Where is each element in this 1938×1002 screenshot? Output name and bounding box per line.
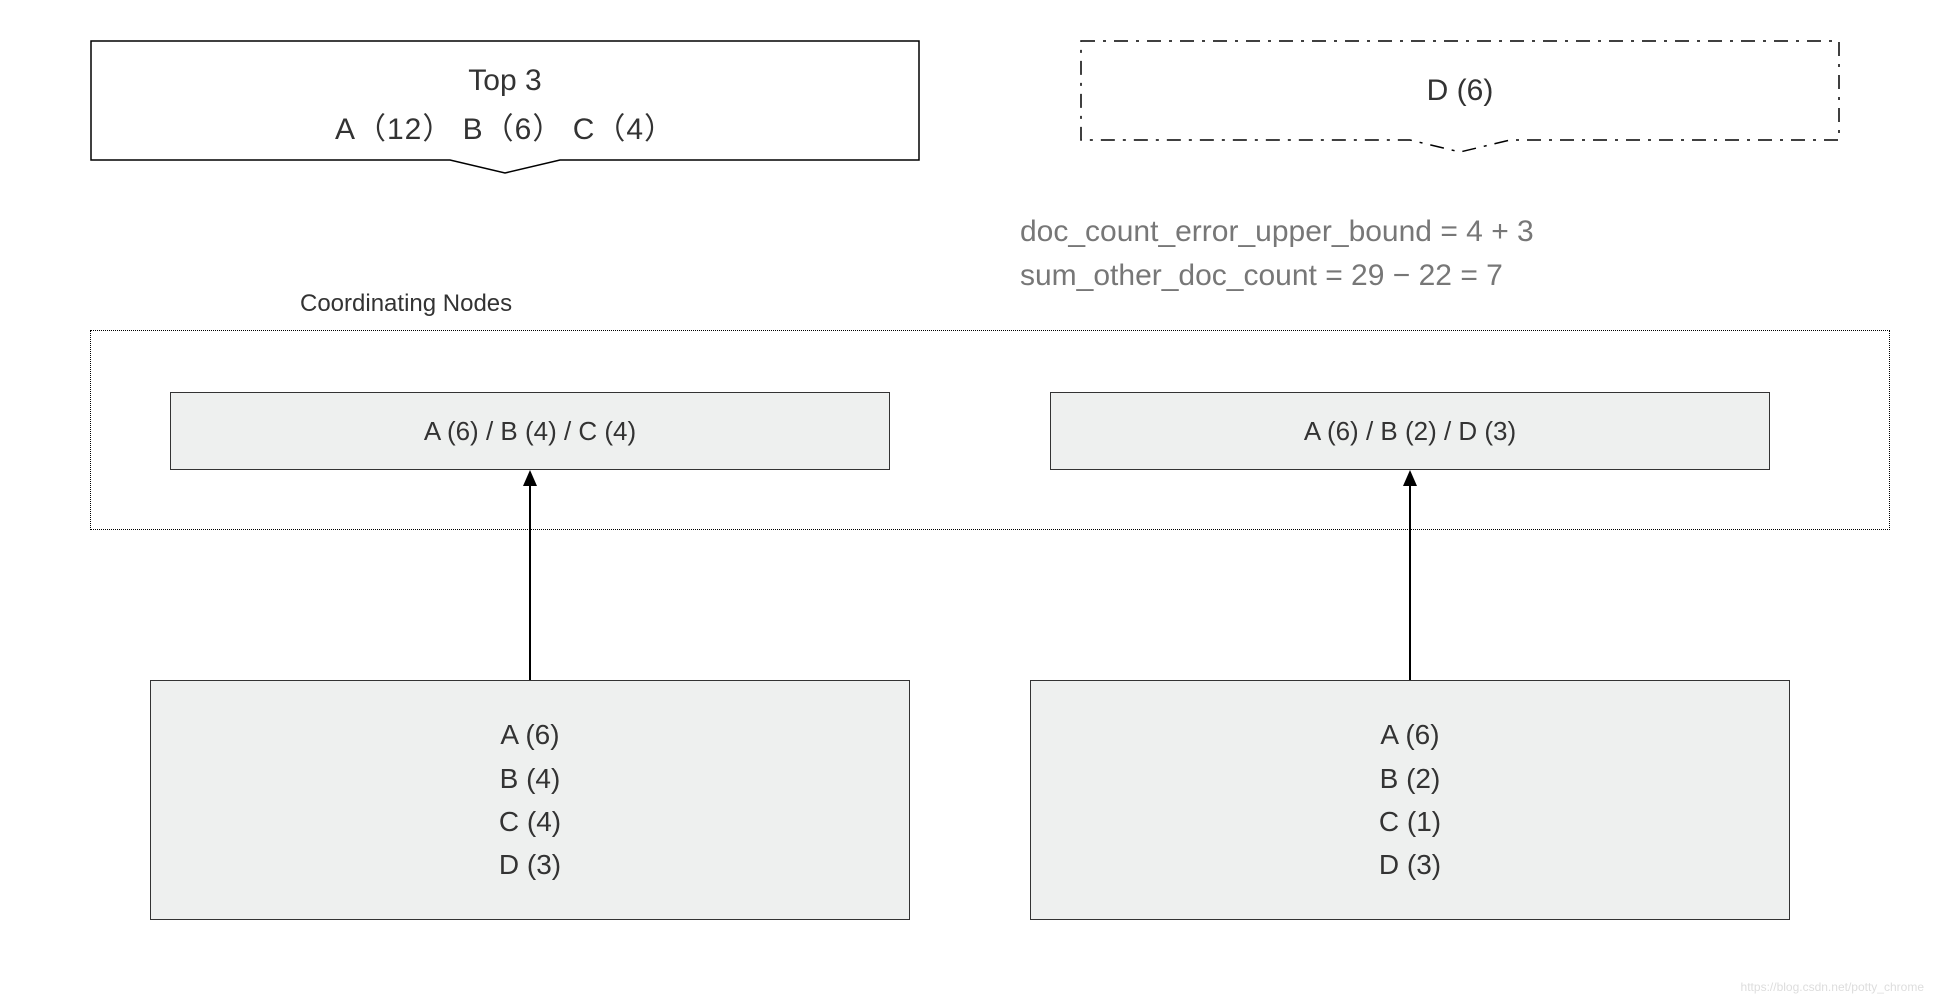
arrow-right-icon [1400,470,1420,680]
top-result-flag: Top 3 A（12） B（6） C（4） [90,40,920,170]
shard-right: A (6) B (2) C (1) D (3) [1030,680,1790,920]
shard-right-row: D (3) [1379,843,1441,886]
shard-left: A (6) B (4) C (4) D (3) [150,680,910,920]
shard-right-row: B (2) [1380,757,1441,800]
summary-right-text: A (6) / B (2) / D (3) [1304,416,1516,447]
summary-left-text: A (6) / B (4) / C (4) [424,416,636,447]
shard-left-row: B (4) [500,757,561,800]
flag-dashed-outline-icon [1080,40,1840,155]
shard-left-row: C (4) [499,800,561,843]
shard-left-row: D (3) [499,843,561,886]
shard-right-row: C (1) [1379,800,1441,843]
alt-result-flag: D (6) [1080,40,1840,150]
arrow-left-icon [520,470,540,680]
summary-right: A (6) / B (2) / D (3) [1050,392,1770,470]
flag-outline-icon [90,40,920,175]
summary-left: A (6) / B (4) / C (4) [170,392,890,470]
info-line2: sum_other_doc_count = 29 − 22 = 7 [1020,254,1534,298]
coordinating-nodes-label: Coordinating Nodes [300,290,512,318]
watermark: https://blog.csdn.net/potty_chrome [1741,980,1924,994]
shard-left-row: A (6) [500,713,559,756]
shard-right-row: A (6) [1380,713,1439,756]
info-line1: doc_count_error_upper_bound = 4 + 3 [1020,210,1534,254]
info-text: doc_count_error_upper_bound = 4 + 3 sum_… [1020,210,1534,297]
